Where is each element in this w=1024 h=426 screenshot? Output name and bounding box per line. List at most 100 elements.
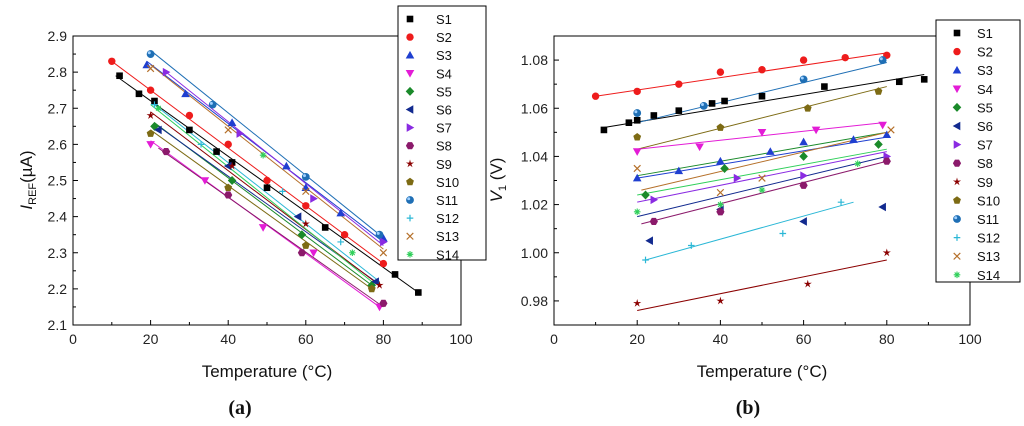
data-point-s4 — [146, 141, 155, 149]
data-point-s2 — [302, 202, 310, 210]
data-point-s11 — [146, 50, 155, 58]
fit-line-s13 — [150, 64, 384, 250]
y-tick-label: 0.98 — [521, 293, 548, 309]
fit-line-s10 — [150, 129, 373, 290]
y-tick-label: 1.04 — [521, 148, 548, 164]
fit-line-s14 — [150, 104, 373, 283]
data-point-s11 — [633, 109, 642, 117]
legend-marker-s2 — [406, 33, 414, 41]
data-point-s13 — [716, 188, 725, 197]
fit-line-s6 — [637, 155, 887, 218]
legend-marker-s5 — [952, 102, 962, 112]
y-tick-label: 1.00 — [521, 245, 548, 261]
data-point-s7 — [236, 129, 245, 138]
y-tick-label: 2.9 — [48, 28, 68, 44]
data-point-s1 — [650, 112, 658, 119]
data-point-s2 — [185, 111, 194, 120]
fit-line-s4 — [637, 122, 883, 150]
data-point-s2 — [799, 56, 808, 64]
legend-marker-s13 — [406, 232, 414, 240]
data-point-s12 — [779, 230, 787, 237]
data-point-s13 — [224, 126, 232, 134]
data-point-s3 — [227, 118, 237, 126]
data-point-s9 — [301, 219, 310, 228]
data-point-s5 — [720, 163, 729, 173]
y-axis-a: 2.1 2.2 2.3 2.4 2.5 2.6 2.7 2.8 2.9 — [48, 28, 78, 333]
x-axis-b: 0 20 40 60 80 100 — [550, 320, 982, 347]
data-point-s1 — [116, 72, 123, 80]
data-point-s3 — [674, 166, 684, 175]
panel-a: 0 20 40 60 80 100 2.1 2.2 2.3 2.4 2.5 2.6 2.7 2.8 2.9… — [17, 5, 487, 419]
data-point-s14 — [633, 208, 641, 216]
data-point-s8 — [716, 208, 725, 216]
data-point-s5 — [150, 121, 159, 131]
data-point-s7 — [310, 194, 318, 203]
legend-label-s9: S9 — [977, 175, 993, 190]
fit-line-s2 — [111, 60, 384, 264]
data-point-s11 — [878, 56, 887, 64]
legend-marker-s13 — [953, 252, 961, 260]
data-point-s9 — [803, 279, 812, 288]
data-point-s4 — [757, 129, 767, 137]
legend-marker-s4 — [405, 70, 415, 78]
legend-marker-s1 — [406, 15, 414, 23]
data-point-s10 — [633, 133, 642, 141]
legend-label-s4: S4 — [977, 82, 993, 97]
y-axis-label-b: V1 (V) — [487, 158, 509, 203]
data-point-s1 — [186, 126, 193, 134]
legend-marker-s6 — [952, 121, 961, 131]
fit-line-s9 — [150, 111, 380, 286]
data-point-s14 — [155, 104, 162, 112]
fit-lines-b — [595, 52, 925, 312]
plot-frame-b — [553, 35, 971, 326]
data-point-s10 — [874, 87, 883, 95]
legend-label-s8: S8 — [436, 139, 452, 154]
data-point-s4 — [695, 143, 704, 152]
data-point-s8 — [224, 191, 233, 199]
data-point-s3 — [766, 147, 775, 155]
data-point-s8 — [297, 249, 307, 257]
data-point-s14 — [717, 201, 724, 208]
data-point-s1 — [895, 78, 903, 86]
data-point-s8 — [649, 217, 658, 225]
legend-label-s3: S3 — [977, 63, 993, 78]
y-tick-label: 2.6 — [48, 136, 68, 152]
data-point-s3 — [799, 137, 808, 146]
legend-marker-s11 — [406, 196, 414, 204]
x-tick-label: 100 — [958, 331, 982, 347]
legend-label-s14: S14 — [436, 247, 459, 262]
data-point-s2 — [716, 68, 725, 76]
data-point-s9 — [716, 296, 725, 305]
legend-b: S1 S2 S3 S4 S5 S6 S7 S8 S9 S10 S11 S12 S13 S14 — [935, 19, 1021, 283]
data-point-s1 — [135, 90, 143, 98]
fit-line-s14 — [637, 148, 887, 196]
fit-line-s1 — [603, 74, 925, 129]
legend-marker-s6 — [405, 105, 414, 114]
data-point-s9 — [633, 299, 642, 307]
fit-line-s11 — [150, 50, 380, 236]
data-point-s7 — [650, 195, 659, 205]
legend-label-s5: S5 — [436, 84, 452, 99]
legend-label-s14: S14 — [977, 268, 1000, 283]
x-tick-label: 0 — [550, 331, 558, 347]
data-point-s1 — [263, 184, 271, 192]
legend-label-s13: S13 — [977, 249, 1000, 264]
data-point-s2 — [263, 176, 271, 185]
data-point-s7 — [800, 171, 808, 180]
legend-marker-s9 — [405, 159, 415, 168]
data-point-s7 — [162, 67, 171, 77]
legend-marker-s10 — [406, 177, 414, 186]
data-point-s8 — [799, 181, 808, 189]
data-point-s1 — [920, 76, 928, 83]
data-point-s3 — [336, 208, 346, 217]
fit-line-s13 — [641, 131, 887, 191]
data-point-s1 — [321, 224, 329, 231]
y-tick-label: 2.1 — [48, 317, 68, 333]
data-point-s1 — [151, 97, 158, 105]
data-point-s14 — [758, 186, 766, 194]
data-point-s14 — [349, 249, 356, 257]
data-point-s10 — [224, 183, 233, 192]
x-tick-label: 20 — [629, 331, 645, 347]
legend-label-s5: S5 — [977, 100, 993, 115]
data-point-s4 — [632, 148, 642, 156]
